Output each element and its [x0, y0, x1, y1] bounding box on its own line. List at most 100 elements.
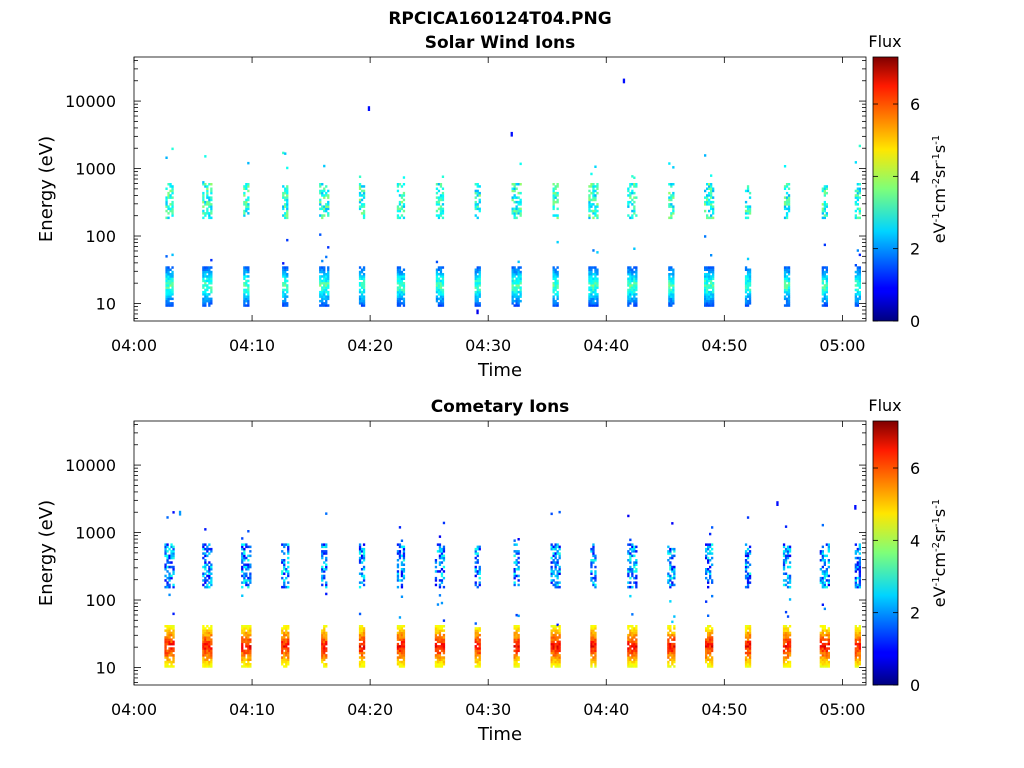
heatmap-cell	[668, 289, 670, 292]
heatmap-cell	[284, 298, 286, 301]
heatmap-cell	[857, 199, 859, 202]
heatmap-cell	[673, 636, 675, 639]
heatmap-cell	[516, 295, 518, 298]
heatmap-cell	[631, 278, 633, 281]
heatmap-cell	[673, 643, 675, 646]
heatmap-cell	[479, 192, 481, 195]
heatmap-cell	[323, 627, 325, 630]
heatmap-cell	[397, 550, 399, 553]
heatmap-cell	[167, 302, 169, 305]
heatmap-cell	[440, 196, 442, 199]
heatmap-cell	[706, 282, 708, 285]
heatmap-cell	[559, 566, 561, 569]
heatmap-cell	[363, 205, 365, 208]
heatmap-cell	[557, 581, 559, 584]
heatmap-cell	[826, 205, 828, 208]
heatmap-cell	[672, 289, 674, 292]
heatmap-cell	[247, 185, 249, 188]
heatmap-cell	[670, 291, 672, 294]
heatmap-cell	[633, 550, 635, 553]
heatmap-cell	[247, 629, 249, 632]
heatmap-cell	[363, 647, 365, 650]
heatmap-cell	[435, 654, 437, 657]
heatmap-cell	[284, 205, 286, 208]
heatmap-cell	[786, 183, 788, 186]
heatmap-cell	[859, 627, 861, 630]
heatmap-cell	[826, 629, 828, 632]
heatmap-cell	[826, 661, 828, 664]
heatmap-cell	[555, 634, 557, 637]
heatmap-cell	[210, 663, 212, 666]
heatmap-cell	[712, 304, 714, 307]
heatmap-cell	[247, 190, 249, 193]
heatmap-cell	[437, 550, 439, 553]
heatmap-cell	[319, 291, 321, 294]
heatmap-cell	[787, 615, 789, 618]
heatmap-cell	[859, 286, 861, 289]
heatmap-cell	[361, 573, 363, 576]
heatmap-cell	[704, 302, 706, 305]
heatmap-cell	[789, 548, 791, 551]
heatmap-cell	[631, 546, 633, 549]
colorbar-tick-label: 4	[910, 531, 920, 550]
heatmap-cell	[859, 656, 861, 659]
heatmap-cell	[784, 203, 786, 206]
heatmap-cell	[747, 652, 749, 655]
heatmap-cell	[325, 650, 327, 653]
heatmap-cell	[202, 298, 204, 301]
y-tick-label: 100	[85, 227, 116, 246]
heatmap-cell	[711, 665, 713, 668]
heatmap-cell	[518, 665, 520, 668]
heatmap-cell	[440, 304, 442, 307]
heatmap-cell	[477, 192, 479, 195]
heatmap-cell	[553, 188, 555, 191]
heatmap-cell	[633, 300, 635, 303]
heatmap-cell	[749, 302, 751, 305]
heatmap-cell	[208, 286, 210, 289]
heatmap-cell	[208, 652, 210, 655]
heatmap-cell	[514, 663, 516, 666]
heatmap-cell	[286, 217, 288, 220]
heatmap-cell	[824, 575, 826, 578]
heatmap-cell	[631, 570, 633, 573]
heatmap-cell	[557, 201, 559, 204]
heatmap-cell	[857, 278, 859, 281]
heatmap-cell	[241, 557, 243, 560]
heatmap-cell	[592, 584, 594, 587]
heatmap-cell	[553, 271, 555, 274]
heatmap-cell	[784, 278, 786, 281]
heatmap-cell	[747, 575, 749, 578]
heatmap-cell	[712, 286, 714, 289]
heatmap-cell	[635, 570, 637, 573]
heatmap-cell	[708, 217, 710, 220]
heatmap-cell	[557, 652, 559, 655]
heatmap-cell	[516, 269, 518, 272]
heatmap-cell	[363, 641, 365, 644]
heatmap-cell	[788, 300, 790, 303]
heatmap-cell	[249, 573, 251, 576]
heatmap-cell	[325, 552, 327, 555]
heatmap-cell	[745, 561, 747, 564]
heatmap-cell	[247, 275, 249, 278]
heatmap-cell	[321, 632, 323, 635]
heatmap-cell	[202, 638, 204, 641]
heatmap-cell	[247, 661, 249, 664]
heatmap-cell	[475, 570, 477, 573]
heatmap-cell	[629, 275, 631, 278]
heatmap-cell	[520, 266, 522, 269]
heatmap-cell	[359, 627, 361, 630]
heatmap-cell	[670, 284, 672, 287]
heatmap-cell	[710, 196, 712, 199]
heatmap-cell	[319, 201, 321, 204]
heatmap-cell	[206, 188, 208, 191]
heatmap-cell	[206, 548, 208, 551]
heatmap-cell	[169, 183, 171, 186]
heatmap-cell	[166, 625, 168, 628]
heatmap-cell	[787, 636, 789, 639]
heatmap-cell	[241, 537, 243, 540]
heatmap-cell	[627, 573, 629, 576]
heatmap-cell	[282, 300, 284, 303]
heatmap-cell	[708, 284, 710, 287]
heatmap-cell	[712, 295, 714, 298]
heatmap-cell	[859, 629, 861, 632]
